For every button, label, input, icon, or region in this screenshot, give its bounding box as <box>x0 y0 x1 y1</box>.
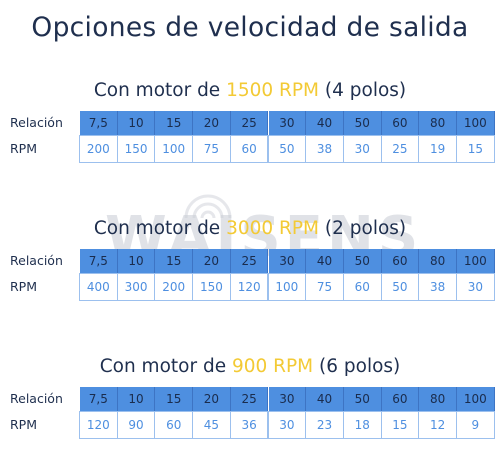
rpm-cell: 38 <box>305 135 344 163</box>
section-title-rpm-highlight: 900 RPM <box>231 356 314 377</box>
rpm-cell: 60 <box>154 411 194 439</box>
ratio-cell: 7,5 <box>80 387 118 411</box>
rpm-cell: 120 <box>229 273 269 301</box>
row-label-ratio: Relación <box>10 115 63 130</box>
rpm-cell: 150 <box>116 135 156 163</box>
rpm-cell: 75 <box>305 273 344 301</box>
section-title: Con motor de 1500 RPM (4 polos) <box>0 80 500 101</box>
ratio-cell: 20 <box>193 249 231 273</box>
rpm-cell: 50 <box>267 135 307 163</box>
ratio-cell: 15 <box>155 387 194 411</box>
section-title: Con motor de 3000 RPM (2 polos) <box>0 218 500 239</box>
ratio-cell: 60 <box>381 249 420 273</box>
rpm-cell: 19 <box>418 135 457 163</box>
section-title-suffix: (4 polos) <box>319 80 407 101</box>
ratio-cell: 10 <box>117 111 156 135</box>
rpm-cell: 300 <box>116 273 156 301</box>
rpm-cell: 45 <box>192 411 231 439</box>
rpm-cell: 200 <box>154 273 194 301</box>
rpm-cell: 23 <box>305 411 344 439</box>
section-title-rpm-highlight: 3000 RPM <box>226 218 320 239</box>
rpm-cell: 60 <box>342 273 382 301</box>
ratio-cell: 30 <box>268 387 307 411</box>
section-title-rpm-highlight: 1500 RPM <box>226 80 320 101</box>
ratio-cell: 100 <box>457 387 495 411</box>
rpm-cell: 30 <box>342 135 382 163</box>
ratio-cell: 100 <box>457 249 495 273</box>
ratio-cell: 10 <box>117 387 156 411</box>
rpm-cell: 90 <box>116 411 156 439</box>
rpm-cell: 30 <box>456 273 495 301</box>
ratio-cell: 80 <box>419 249 457 273</box>
rpm-cell: 18 <box>342 411 382 439</box>
row-label-rpm: RPM <box>10 417 38 432</box>
rpm-cell: 9 <box>456 411 495 439</box>
ratio-cell: 40 <box>306 249 344 273</box>
rpm-cell: 15 <box>380 411 420 439</box>
rpm-cell: 200 <box>79 135 118 163</box>
section-title-prefix: Con motor de <box>99 356 232 377</box>
section-title-prefix: Con motor de <box>93 80 227 101</box>
ratio-cell: 60 <box>381 387 420 411</box>
ratio-cell: 15 <box>155 111 194 135</box>
rpm-cell: 400 <box>79 273 118 301</box>
rpm-cell: 100 <box>267 273 307 301</box>
ratio-cell: 25 <box>230 249 269 273</box>
ratio-cell: 50 <box>343 249 382 273</box>
ratio-cell: 25 <box>230 111 269 135</box>
rpm-cell: 38 <box>418 273 457 301</box>
ratio-cell: 20 <box>193 387 231 411</box>
ratio-cell: 80 <box>419 387 457 411</box>
rpm-cell: 120 <box>79 411 118 439</box>
rpm-cell: 75 <box>192 135 231 163</box>
ratio-cell: 20 <box>193 111 231 135</box>
ratio-cell: 7,5 <box>80 249 118 273</box>
rpm-cell: 30 <box>267 411 307 439</box>
rpm-cell: 25 <box>380 135 420 163</box>
section-title-suffix: (2 polos) <box>319 218 407 239</box>
rpm-cell: 60 <box>229 135 269 163</box>
section-title: Con motor de 900 RPM (6 polos) <box>0 356 500 377</box>
ratio-cell: 10 <box>117 249 156 273</box>
ratio-cell: 100 <box>457 111 495 135</box>
ratio-cell: 15 <box>155 249 194 273</box>
ratio-cell: 50 <box>343 111 382 135</box>
ratio-cell: 80 <box>419 111 457 135</box>
rpm-cell: 15 <box>456 135 495 163</box>
row-label-ratio: Relación <box>10 391 63 406</box>
row-label-rpm: RPM <box>10 279 38 294</box>
ratio-cell: 40 <box>306 387 344 411</box>
ratio-cell: 50 <box>343 387 382 411</box>
section-title-suffix: (6 polos) <box>313 356 401 377</box>
ratio-cell: 30 <box>268 249 307 273</box>
rpm-cell: 36 <box>229 411 269 439</box>
row-label-rpm: RPM <box>10 141 38 156</box>
page-title: Opciones de velocidad de salida <box>31 12 469 43</box>
rpm-cell: 12 <box>418 411 457 439</box>
rpm-cell: 50 <box>380 273 420 301</box>
ratio-cell: 60 <box>381 111 420 135</box>
section-title-prefix: Con motor de <box>93 218 227 239</box>
watermark-signal-icon <box>184 194 232 219</box>
ratio-cell: 7,5 <box>80 111 118 135</box>
rpm-cell: 150 <box>192 273 231 301</box>
ratio-cell: 25 <box>230 387 269 411</box>
rpm-cell: 100 <box>154 135 194 163</box>
ratio-cell: 40 <box>306 111 344 135</box>
row-label-ratio: Relación <box>10 253 63 268</box>
ratio-cell: 30 <box>268 111 307 135</box>
